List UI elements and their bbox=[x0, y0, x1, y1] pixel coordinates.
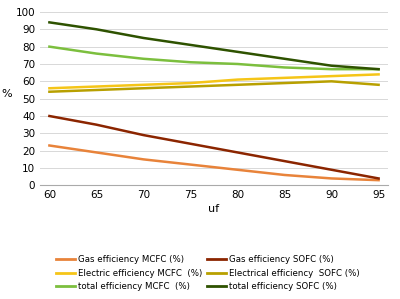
Y-axis label: %: % bbox=[2, 89, 12, 99]
Legend: Gas efficiency MCFC (%), Electric efficiency MCFC  (%), total efficiency MCFC  (: Gas efficiency MCFC (%), Electric effici… bbox=[52, 251, 364, 295]
X-axis label: uf: uf bbox=[208, 205, 220, 214]
